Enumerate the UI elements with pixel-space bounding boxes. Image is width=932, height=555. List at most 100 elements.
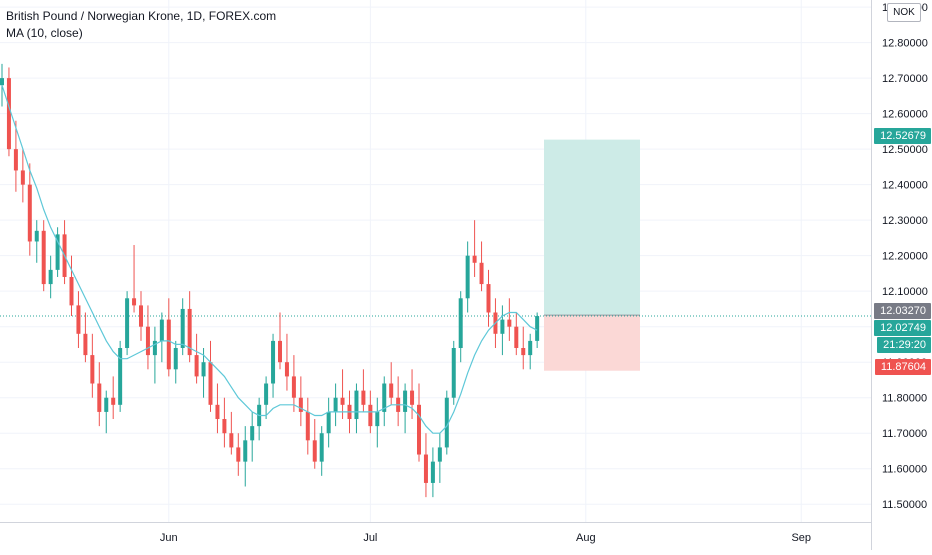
entry-price-badge: 12.03270	[874, 303, 931, 319]
currency-unit-label[interactable]: NOK	[887, 3, 921, 22]
candles-layer	[0, 63, 540, 498]
candle-body	[521, 348, 526, 356]
candle-body	[291, 376, 296, 398]
candle-body	[486, 284, 491, 313]
candle-body	[465, 255, 470, 299]
x-tick-label: Jun	[160, 532, 178, 544]
last-price-badge: 12.02749	[874, 320, 931, 336]
candle-body	[535, 316, 540, 341]
candle-body	[90, 355, 95, 384]
x-tick-label: Jul	[363, 532, 377, 544]
y-tick-label: 12.70000	[882, 73, 928, 85]
candle-body	[20, 170, 25, 185]
candle-body	[27, 184, 32, 242]
y-tick-label: 12.40000	[882, 180, 928, 192]
y-tick-label: 12.60000	[882, 109, 928, 121]
candle-body	[430, 461, 435, 483]
candle-body	[458, 298, 463, 348]
y-tick-label: 11.70000	[882, 428, 927, 440]
y-tick-label: 12.10000	[882, 286, 928, 298]
candle-body	[472, 255, 477, 263]
candle-body	[145, 326, 150, 356]
candle-body	[41, 230, 46, 285]
candle-body	[118, 348, 123, 405]
indicator-label[interactable]: MA (10, close)	[6, 26, 83, 40]
bar-countdown-badge: 21:29:20	[877, 337, 931, 353]
position-zones	[0, 139, 871, 371]
candle-body	[368, 404, 373, 427]
candle-body	[305, 411, 310, 441]
candle-body	[97, 383, 102, 412]
candle-body	[507, 319, 512, 327]
target-zone	[544, 139, 640, 316]
candle-body	[166, 319, 171, 370]
candle-body	[132, 298, 137, 306]
candle-body	[229, 433, 234, 448]
candle-body	[222, 419, 227, 434]
candle-body	[298, 397, 303, 412]
candle-body	[423, 454, 428, 483]
candle-body	[264, 383, 269, 405]
candle-body	[528, 340, 533, 356]
candle-body	[111, 397, 116, 405]
candle-body	[0, 78, 4, 86]
y-tick-label: 11.60000	[882, 464, 927, 476]
candle-body	[208, 362, 213, 405]
candle-body	[410, 390, 415, 405]
candle-body	[187, 308, 192, 356]
candle-body	[173, 348, 178, 370]
candle-body	[83, 333, 88, 356]
candle-body	[194, 355, 199, 377]
stop-price-badge: 11.87604	[874, 359, 931, 375]
candle-body	[340, 397, 345, 405]
candle-body	[514, 326, 519, 348]
candle-body	[48, 269, 53, 285]
grid-layer	[0, 0, 871, 522]
candle-body	[333, 397, 338, 412]
candle-body	[382, 383, 387, 412]
ma-line	[1, 85, 538, 434]
candle-body	[271, 340, 276, 384]
y-tick-label: 11.80000	[882, 393, 927, 405]
candle-body	[312, 440, 317, 462]
candle-body	[6, 78, 11, 150]
candle-body	[76, 305, 81, 334]
y-tick-label: 11.50000	[882, 499, 927, 511]
candle-body	[500, 319, 505, 334]
candle-body	[250, 426, 255, 441]
candle-body	[284, 362, 289, 377]
candle-body	[69, 276, 74, 306]
candle-body	[125, 298, 130, 348]
candle-body	[479, 262, 484, 285]
candle-body	[215, 404, 220, 420]
x-tick-label: Aug	[576, 532, 596, 544]
candle-body	[444, 397, 449, 448]
moving-average-layer	[1, 85, 538, 434]
y-tick-label: 12.30000	[882, 215, 928, 227]
candle-body	[55, 234, 60, 270]
candle-body	[243, 440, 248, 462]
candle-body	[139, 305, 143, 327]
chart-legend: British Pound / Norwegian Krone, 1D, FOR…	[6, 8, 276, 42]
candle-body	[278, 340, 282, 363]
stop-zone	[544, 315, 640, 371]
x-tick-label: Sep	[791, 532, 811, 544]
candle-body	[159, 319, 164, 341]
symbol-title[interactable]: British Pound / Norwegian Krone, 1D, FOR…	[6, 9, 277, 23]
candle-body	[451, 348, 456, 398]
target-price-badge: 12.52679	[874, 128, 931, 144]
y-tick-label: 12.80000	[882, 38, 928, 50]
candle-body	[375, 411, 380, 427]
candle-body	[326, 411, 331, 434]
candle-body	[201, 362, 206, 377]
candle-body	[403, 390, 408, 412]
candle-body	[389, 383, 394, 398]
candle-body	[417, 404, 421, 455]
candle-body	[152, 340, 157, 356]
candle-body	[13, 149, 18, 171]
candle-body	[236, 447, 241, 462]
candle-body	[34, 230, 39, 242]
candle-body	[319, 433, 324, 462]
